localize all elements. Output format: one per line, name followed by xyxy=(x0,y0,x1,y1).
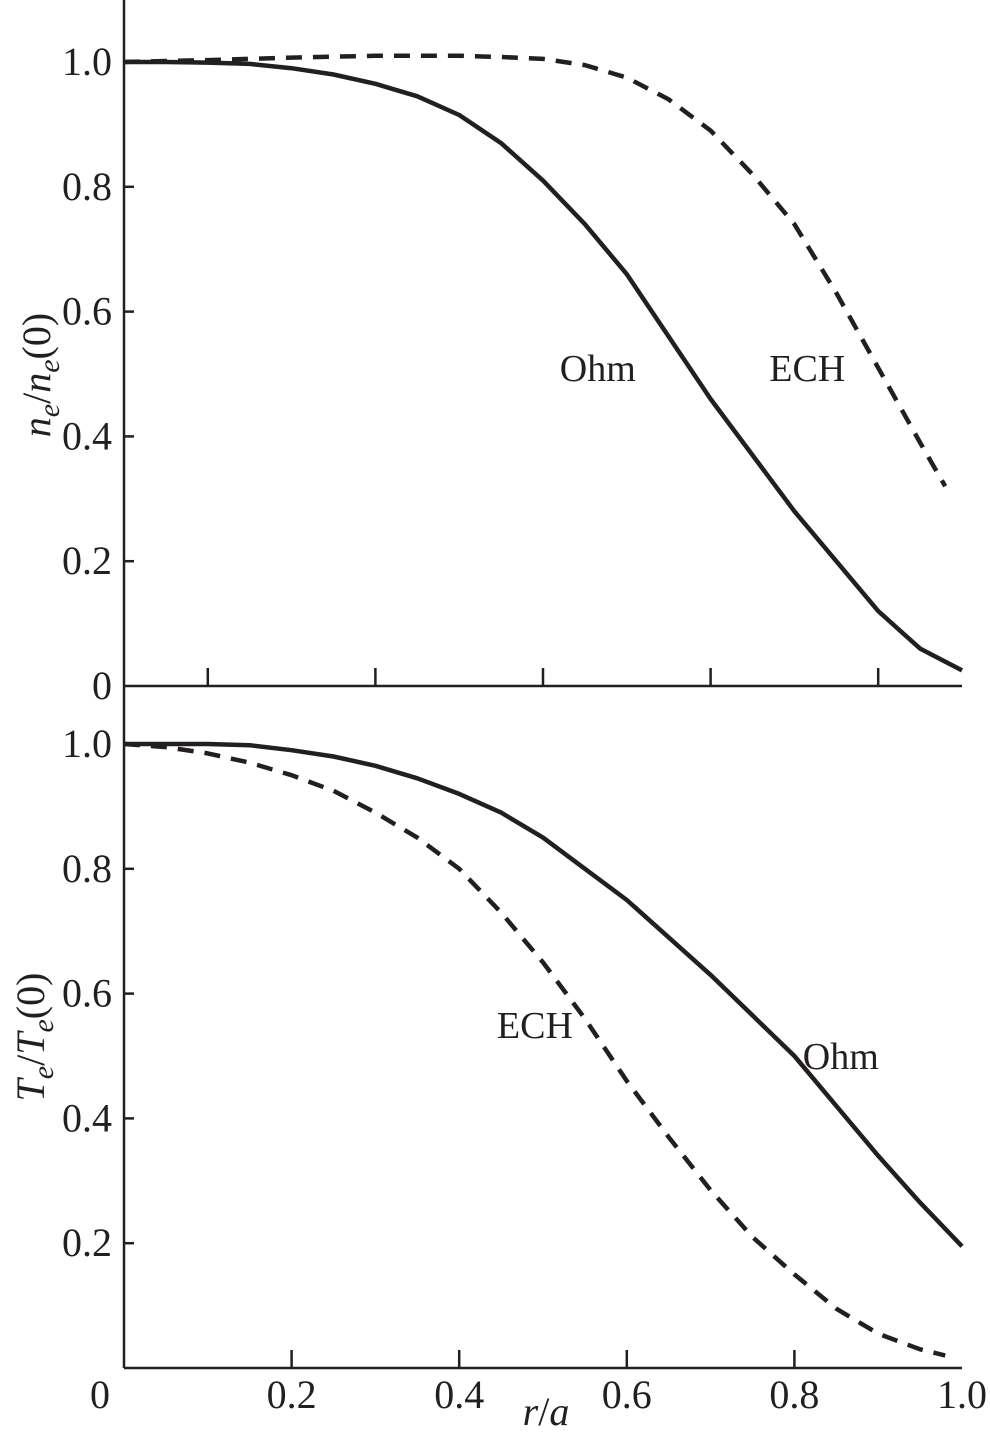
density-panel: 0 0.2 0.4 0.6 0.8 1.0 Ohm ECH ne/ne(0) xyxy=(14,0,964,708)
density-series xyxy=(123,53,964,673)
density-series-labels: Ohm ECH xyxy=(560,348,846,390)
density-y-tick-label: 0.6 xyxy=(62,289,112,334)
temperature-ohm-label: Ohm xyxy=(803,1036,879,1078)
radius-x-axis-title: r/a xyxy=(523,1389,570,1434)
density-ohm-line xyxy=(124,59,964,673)
temperature-x-ticks: 0 0.2 0.4 0.6 0.8 1.0 xyxy=(90,1350,987,1417)
temperature-y-tick-label: 1.0 xyxy=(62,721,112,766)
density-ech-line xyxy=(123,53,948,488)
temperature-panel: 0.20.40.60.81.0 0 0.2 0.4 0.6 0.8 1.0 OhmECH … xyxy=(8,686,987,1434)
temperature-y-tick-label: 0.8 xyxy=(62,846,112,891)
temperature-x-tick-label: 1.0 xyxy=(937,1372,987,1417)
temperature-ohm-line xyxy=(124,741,964,1248)
temperature-x-tick-label: 0 xyxy=(90,1372,110,1417)
temperature-x-tick-label: 0.8 xyxy=(769,1372,819,1417)
density-ech-label: ECH xyxy=(769,348,845,390)
temperature-x-tick-label: 0.6 xyxy=(602,1372,652,1417)
density-ohm-label: Ohm xyxy=(560,348,636,390)
temperature-ech-line xyxy=(123,741,946,1358)
temperature-series-labels: Ohm ECH xyxy=(497,1005,879,1078)
density-x-ticks xyxy=(206,668,880,686)
temperature-y-axis-title: Te/Te(0) xyxy=(8,973,60,1102)
density-y-tick-label: 1.0 xyxy=(62,39,112,84)
density-y-tick-label: 0 xyxy=(92,663,112,708)
temperature-y-tick-label: 0.4 xyxy=(62,1095,112,1140)
temperature-y-tick-label: 0.6 xyxy=(62,971,112,1016)
density-y-tick-label: 0.8 xyxy=(62,164,112,209)
density-y-tick-label: 0.2 xyxy=(62,538,112,583)
temperature-y-tick-label: 0.2 xyxy=(62,1220,112,1265)
temperature-x-tick-label: 0.2 xyxy=(267,1372,317,1417)
temperature-series xyxy=(123,741,964,1358)
density-y-tick-label: 0.4 xyxy=(62,413,112,458)
temperature-ech-label: ECH xyxy=(497,1005,573,1047)
temperature-y-ticks: 0.2 0.4 0.6 0.8 1.0 xyxy=(62,721,134,1265)
temperature-x-tick-label: 0.4 xyxy=(434,1372,484,1417)
density-y-ticks: 0 0.2 0.4 0.6 0.8 1.0 xyxy=(62,39,134,708)
density-y-axis-title: ne/ne(0) xyxy=(14,313,66,437)
